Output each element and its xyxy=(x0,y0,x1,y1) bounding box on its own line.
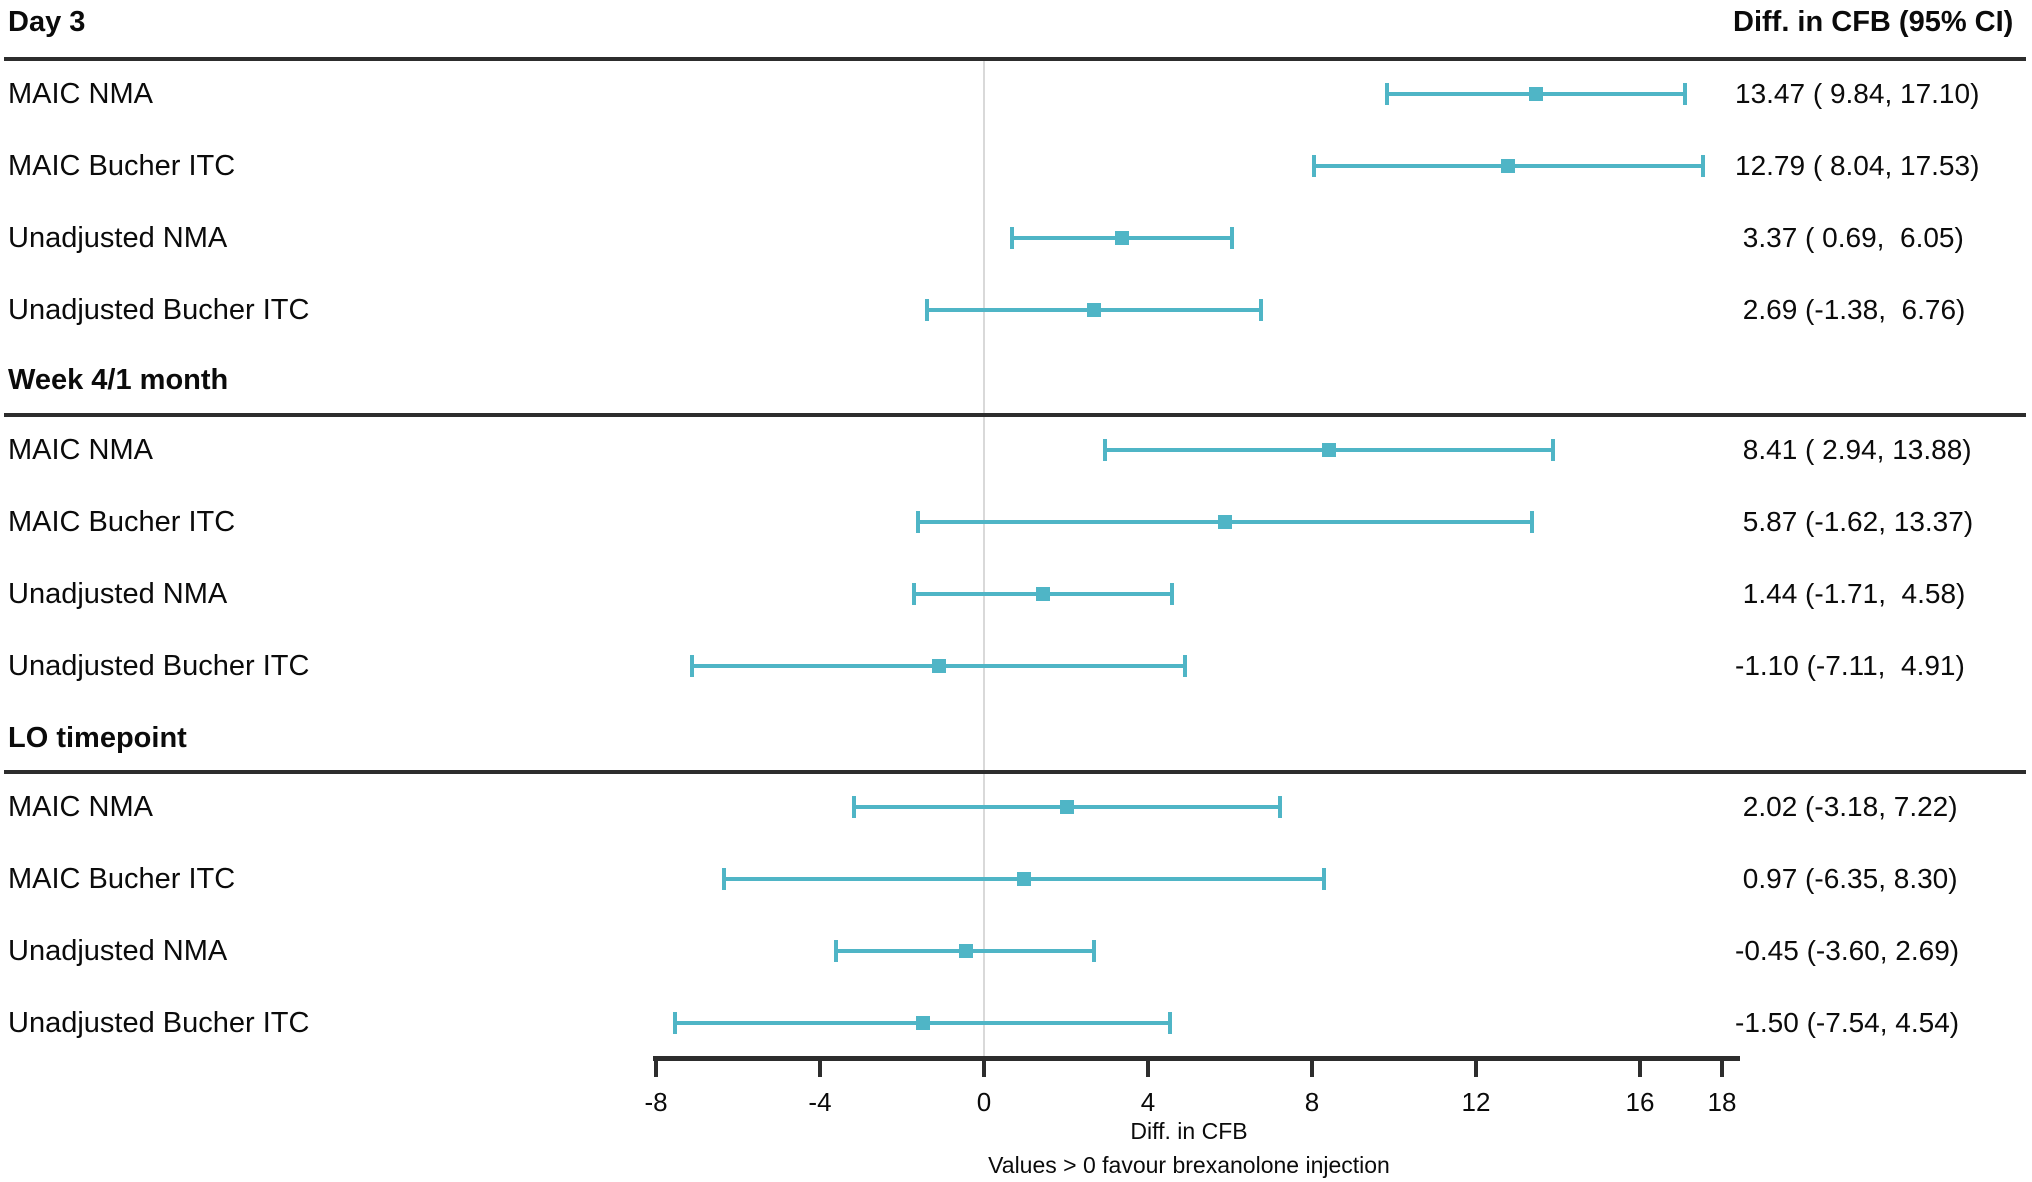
ci-cap-lower xyxy=(834,940,839,962)
point-estimate-marker xyxy=(958,944,973,958)
axis-tick xyxy=(817,1056,822,1077)
row-label: MAIC NMA xyxy=(8,78,153,110)
row-ci-text: -0.45 (-3.60, 2.69) xyxy=(1735,935,1960,966)
section-rule xyxy=(4,770,2026,774)
row-ci-text: 1.44 (-1.71, 4.58) xyxy=(1735,578,1966,609)
ci-cap-lower xyxy=(911,583,916,605)
ci-cap-upper xyxy=(1278,796,1283,818)
ci-cap-lower xyxy=(915,511,920,533)
point-estimate-marker xyxy=(1087,303,1102,317)
ci-cap-upper xyxy=(1683,83,1688,105)
axis-tick-label: 18 xyxy=(1707,1087,1737,1117)
row-label: MAIC NMA xyxy=(8,791,153,823)
section-label: Week 4/1 month xyxy=(8,364,229,396)
ci-cap-lower xyxy=(690,655,695,677)
row-ci-text: 2.02 (-3.18, 7.22) xyxy=(1735,791,1958,822)
zero-reference-line xyxy=(982,61,985,1056)
axis-tick-label: -8 xyxy=(644,1087,668,1117)
ci-cap-lower xyxy=(1311,155,1316,177)
section-rule xyxy=(4,57,2026,61)
row-ci-text: 2.69 (-1.38, 6.76) xyxy=(1735,294,1966,325)
row-ci-text: 0.97 (-6.35, 8.30) xyxy=(1735,863,1958,894)
ci-cap-upper xyxy=(1168,1012,1173,1034)
ci-cap-lower xyxy=(721,868,726,890)
section-label: Day 3 xyxy=(8,6,86,38)
ci-cap-lower xyxy=(925,299,930,321)
point-estimate-marker xyxy=(1115,231,1130,245)
axis-tick-label: 16 xyxy=(1625,1087,1655,1117)
ci-cap-lower xyxy=(1102,439,1107,461)
axis-tick-label: 12 xyxy=(1461,1087,1491,1117)
row-label: Unadjusted NMA xyxy=(8,935,228,967)
row-label: Unadjusted NMA xyxy=(8,222,228,254)
section-rule xyxy=(4,413,2026,417)
axis-tick xyxy=(654,1056,658,1077)
x-axis-line xyxy=(653,1056,1740,1061)
ci-cap-lower xyxy=(851,796,856,818)
plot-area: -8 -4 0 4 8 12 16 18 xyxy=(644,0,1740,1182)
axis-tick xyxy=(1474,1056,1478,1077)
row-label: MAIC Bucher ITC xyxy=(8,506,236,538)
row-ci-text: 5.87 (-1.62, 13.37) xyxy=(1735,506,1974,537)
point-estimate-marker xyxy=(915,1016,930,1030)
axis-tick xyxy=(1720,1056,1724,1077)
axis-tick-label: 8 xyxy=(1304,1087,1320,1117)
x-axis-title: Diff. in CFB xyxy=(1130,1118,1248,1144)
row-ci-text: -1.50 (-7.54, 4.54) xyxy=(1735,1007,1960,1038)
point-estimate-marker xyxy=(1529,87,1544,101)
ci-cap-lower xyxy=(1385,83,1390,105)
axis-tick xyxy=(1309,1056,1314,1077)
section-label: LO timepoint xyxy=(8,722,187,754)
ci-cap-lower xyxy=(672,1012,677,1034)
ci-cap-lower xyxy=(1010,227,1015,249)
footnote: Values > 0 favour brexanolone injection xyxy=(988,1152,1390,1178)
point-estimate-marker xyxy=(1016,872,1031,886)
row-label: MAIC NMA xyxy=(8,434,153,466)
ci-cap-upper xyxy=(1530,511,1535,533)
point-estimate-marker xyxy=(1321,443,1336,457)
ci-cap-upper xyxy=(1322,868,1327,890)
point-estimate-marker xyxy=(1217,515,1232,529)
ci-cap-upper xyxy=(1183,655,1188,677)
axis-tick xyxy=(1146,1056,1150,1077)
row-label: Unadjusted Bucher ITC xyxy=(8,650,310,682)
ci-cap-upper xyxy=(1700,155,1705,177)
axis-tick xyxy=(981,1056,986,1077)
point-estimate-marker xyxy=(1059,800,1074,814)
point-estimate-marker xyxy=(1036,587,1051,601)
ci-cap-upper xyxy=(1092,940,1097,962)
row-ci-text: -1.10 (-7.11, 4.91) xyxy=(1735,650,1965,681)
axis-tick-label: 0 xyxy=(976,1087,992,1117)
row-label: MAIC Bucher ITC xyxy=(8,150,236,182)
row-label: Unadjusted NMA xyxy=(8,578,228,610)
axis-tick xyxy=(1638,1056,1642,1077)
ci-cap-upper xyxy=(1169,583,1174,605)
row-label: MAIC Bucher ITC xyxy=(8,863,236,895)
row-ci-text: 13.47 ( 9.84, 17.10) xyxy=(1735,78,1980,109)
axis-tick-label: 4 xyxy=(1140,1087,1156,1117)
ci-cap-upper xyxy=(1230,227,1235,249)
right-column-header: Diff. in CFB (95% CI) xyxy=(1733,6,2014,38)
row-label: Unadjusted Bucher ITC xyxy=(8,294,310,326)
ci-cap-upper xyxy=(1551,439,1556,461)
row-ci-text: 12.79 ( 8.04, 17.53) xyxy=(1735,150,1980,181)
point-estimate-marker xyxy=(931,659,946,673)
row-ci-text: 3.37 ( 0.69, 6.05) xyxy=(1735,222,1964,253)
row-label: Unadjusted Bucher ITC xyxy=(8,1007,310,1039)
point-estimate-marker xyxy=(1501,159,1516,173)
ci-cap-upper xyxy=(1259,299,1264,321)
axis-tick-label: -4 xyxy=(808,1087,832,1117)
row-ci-text: 8.41 ( 2.94, 13.88) xyxy=(1735,434,1972,465)
